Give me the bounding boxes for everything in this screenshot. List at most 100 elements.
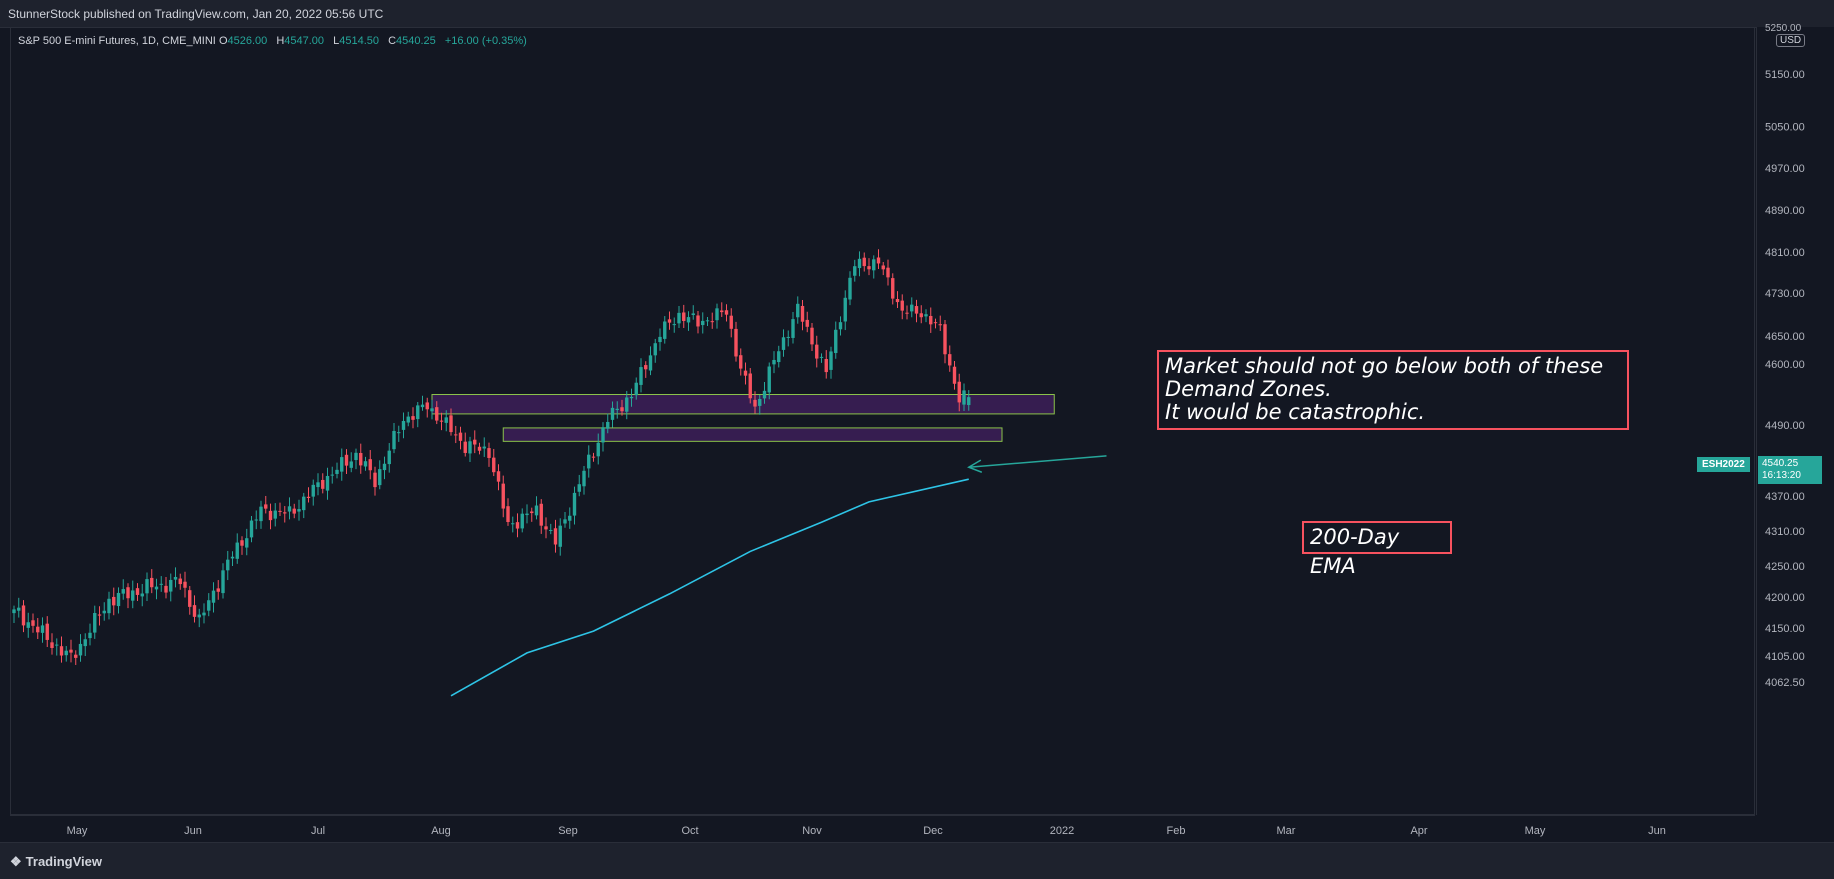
time-tick-label: Sep bbox=[558, 825, 578, 837]
candle-body bbox=[477, 446, 482, 451]
candle-body bbox=[444, 417, 448, 423]
ticker-badge: ESH2022 bbox=[1697, 457, 1750, 472]
candle-body bbox=[800, 305, 805, 322]
candle-body bbox=[644, 365, 648, 370]
candle-body bbox=[558, 525, 562, 547]
candle-body bbox=[577, 484, 581, 492]
candle-body bbox=[520, 513, 524, 529]
candle-body bbox=[112, 596, 116, 606]
candle-body bbox=[938, 324, 942, 326]
candle-body bbox=[40, 625, 45, 633]
candle-body bbox=[302, 496, 306, 511]
ema-note[interactable]: 200-Day EMA bbox=[1302, 521, 1452, 578]
candle-body bbox=[962, 390, 966, 405]
candle-body bbox=[439, 420, 444, 422]
candle-body bbox=[321, 479, 325, 489]
candle-body bbox=[69, 649, 73, 653]
candle-body bbox=[810, 327, 814, 345]
candle-body bbox=[235, 542, 239, 559]
candle-body bbox=[696, 315, 700, 327]
time-tick-label: Aug bbox=[431, 825, 451, 837]
candle-body bbox=[311, 484, 315, 497]
candle-body bbox=[891, 278, 895, 299]
time-tick-label: Jun bbox=[1648, 825, 1666, 837]
price-tick-label: 4600.00 bbox=[1765, 359, 1805, 371]
demand-zone bbox=[502, 427, 1003, 442]
candle-body bbox=[297, 509, 301, 512]
candle-body bbox=[734, 328, 738, 357]
low-value: 4514.50 bbox=[339, 35, 379, 47]
candle-body bbox=[881, 265, 885, 270]
candle-body bbox=[848, 277, 852, 300]
ema-arrow-head bbox=[967, 459, 983, 473]
candle-body bbox=[857, 258, 862, 269]
low-label: L bbox=[333, 35, 340, 47]
time-tick-label: May bbox=[1525, 825, 1546, 837]
candle-body bbox=[169, 579, 173, 592]
candle-body bbox=[330, 474, 334, 476]
candle-body bbox=[819, 356, 824, 358]
candle-body bbox=[368, 459, 372, 471]
tradingview-logo[interactable]: ❖ TradingView bbox=[10, 854, 102, 870]
candle-body bbox=[378, 469, 382, 486]
demand-zone-note[interactable]: Market should not go below both of these… bbox=[1157, 350, 1629, 430]
candle-body bbox=[905, 312, 909, 314]
candle-body bbox=[363, 461, 368, 467]
candle-body bbox=[463, 441, 467, 453]
price-tick-label: 4370.00 bbox=[1765, 491, 1805, 503]
candle-body bbox=[192, 605, 197, 617]
candle-body bbox=[739, 355, 743, 369]
last-price: 4540.25 bbox=[1762, 458, 1799, 469]
candle-body bbox=[753, 399, 757, 407]
candle-body bbox=[159, 583, 163, 585]
candle-body bbox=[876, 257, 881, 264]
price-tick-label: 4810.00 bbox=[1765, 247, 1805, 259]
candle-body bbox=[278, 510, 282, 512]
candle-body bbox=[64, 650, 68, 656]
candle-body bbox=[359, 452, 363, 466]
candle-body bbox=[273, 510, 277, 519]
candle-body bbox=[724, 310, 729, 315]
candle-body bbox=[202, 612, 206, 616]
high-label: H bbox=[276, 35, 285, 47]
candle-body bbox=[216, 588, 220, 592]
candle-body bbox=[430, 408, 434, 412]
candle-body bbox=[354, 452, 358, 461]
candle-body bbox=[135, 588, 140, 595]
candle-body bbox=[492, 457, 496, 473]
currency-button[interactable]: USD bbox=[1776, 34, 1806, 47]
candle-body bbox=[511, 523, 515, 525]
candle-body bbox=[867, 266, 871, 270]
candle-body bbox=[97, 614, 102, 616]
candle-body bbox=[933, 322, 938, 324]
candle-body bbox=[349, 461, 353, 468]
candle-body bbox=[78, 643, 83, 656]
time-tick-label: May bbox=[67, 825, 88, 837]
candle-body bbox=[853, 266, 857, 276]
candle-body bbox=[943, 324, 947, 355]
candle-body bbox=[387, 450, 391, 465]
candle-body bbox=[306, 496, 311, 498]
candle-body bbox=[335, 469, 339, 474]
candle-body bbox=[658, 336, 662, 343]
time-tick-label: Feb bbox=[1167, 825, 1186, 837]
candle-body bbox=[710, 321, 714, 323]
candle-body bbox=[572, 492, 577, 516]
candle-body bbox=[116, 592, 121, 607]
price-axis[interactable] bbox=[1756, 27, 1834, 815]
candle-body bbox=[45, 623, 49, 640]
candle-body bbox=[406, 416, 410, 423]
price-tick-label: 4310.00 bbox=[1765, 526, 1805, 538]
candle-body bbox=[957, 381, 961, 403]
candle-body bbox=[173, 576, 178, 580]
candle-body bbox=[924, 314, 928, 317]
candle-body bbox=[221, 570, 225, 594]
time-axis[interactable] bbox=[10, 815, 1755, 843]
candle-body bbox=[900, 300, 904, 311]
candle-body bbox=[325, 475, 330, 491]
candle-body bbox=[93, 613, 97, 633]
candle-body bbox=[449, 415, 453, 433]
candle-body bbox=[563, 519, 567, 524]
candle-body bbox=[705, 320, 710, 322]
candle-body bbox=[178, 578, 182, 585]
